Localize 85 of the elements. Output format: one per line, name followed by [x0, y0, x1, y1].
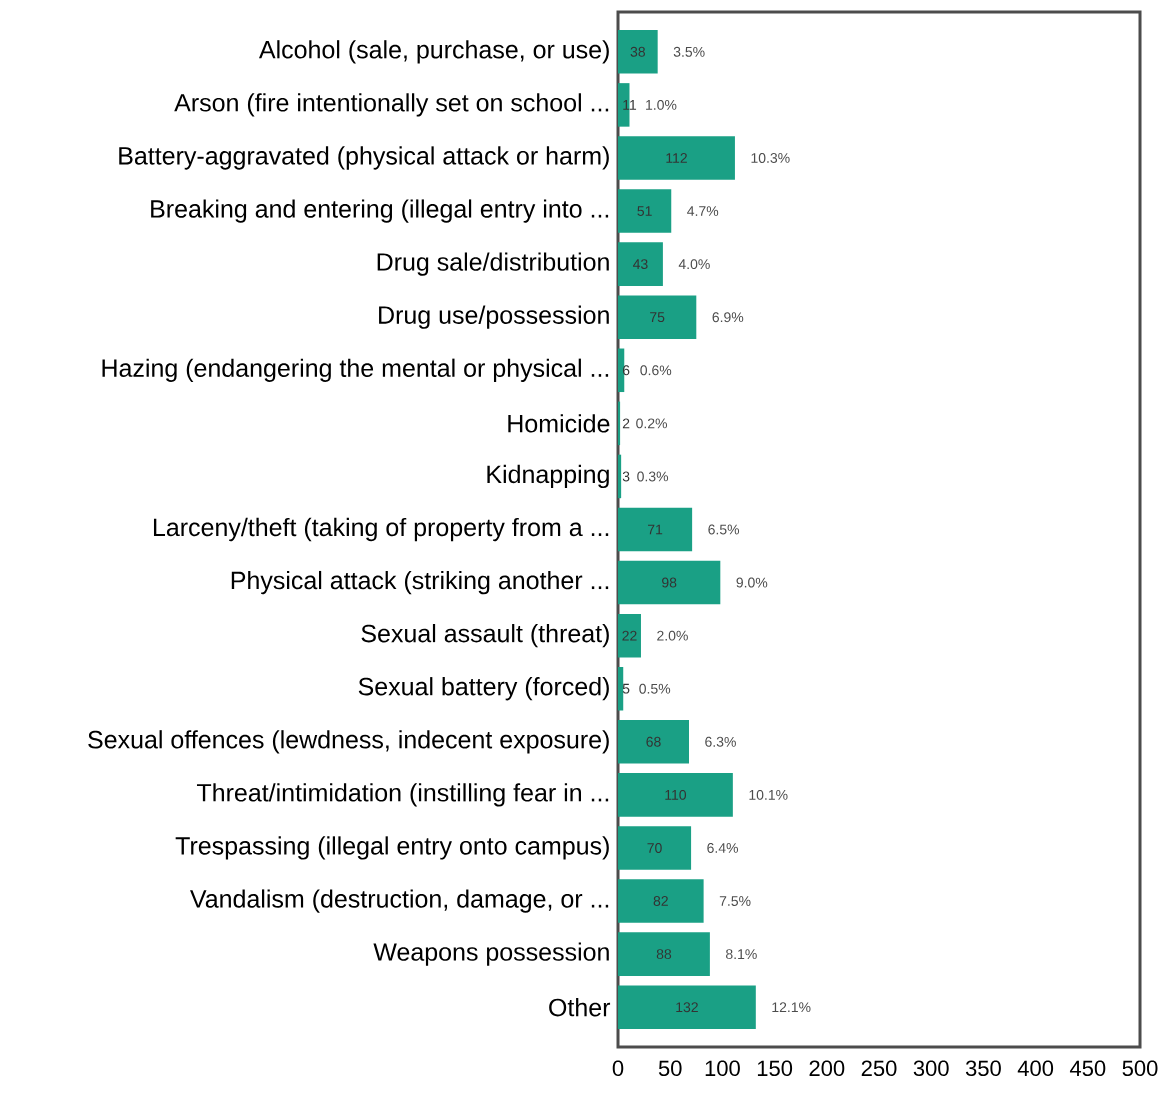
bar: [618, 136, 735, 180]
bar: [618, 932, 710, 976]
data-label: 2: [622, 418, 630, 429]
bar: [618, 720, 689, 764]
y-tick-label: Weapons possession: [373, 942, 609, 966]
data-label: 22: [622, 630, 637, 641]
annotation: 4.0%: [678, 259, 710, 270]
x-tick-label: 350: [965, 1060, 1001, 1077]
bar: [618, 985, 756, 1029]
y-tick-label: Homicide: [508, 414, 610, 433]
y-tick-label: Alcohol (sale, purchase, or use): [258, 40, 609, 64]
annotation: 7.5%: [719, 896, 751, 906]
data-label: 11: [623, 100, 637, 110]
x-tick-label: 50: [658, 1060, 682, 1077]
data-label: 75: [650, 312, 665, 323]
y-tick-label: Battery-aggravated (physical attack or harm): [119, 146, 609, 170]
y-tick-label: Arson (fire intentionally set on school ...: [174, 93, 609, 117]
bar: [618, 348, 625, 393]
y-tick-label: Drug use/possession: [379, 305, 609, 329]
y-tick-label: Sexual offences (lewdness, indecent exposure): [88, 730, 609, 754]
data-label: 38: [630, 46, 646, 57]
x-tick-label: 250: [861, 1060, 897, 1077]
data-label: 71: [648, 524, 663, 535]
annotation: 0.3%: [637, 471, 669, 482]
data-label: 70: [647, 843, 662, 853]
y-tick-label: Hazing (endangering the mental or physical ...: [102, 358, 609, 382]
bar: [618, 826, 692, 870]
y-tick-label: Threat/intimidation (instilling fear in ...: [196, 783, 609, 807]
x-tick-label: 450: [1069, 1060, 1106, 1077]
annotation: 6.4%: [707, 843, 739, 853]
bar: [618, 560, 721, 605]
data-label: 110: [665, 789, 687, 800]
bar: [618, 507, 693, 552]
x-tick-label: 500: [1122, 1060, 1158, 1077]
annotation: 0.5%: [639, 683, 671, 694]
annotation: 6.3%: [705, 736, 736, 747]
bar: [618, 454, 622, 499]
x-tick-label: 200: [809, 1060, 845, 1077]
y-tick-label: Drug sale/distribution: [377, 252, 609, 276]
annotation: 9.0%: [736, 577, 768, 588]
y-tick-label: Larceny/theft (taking of property from a ...: [153, 517, 609, 542]
y-tick-label: Breaking and entering (illegal entry into ...: [151, 199, 609, 223]
data-label: 68: [646, 736, 661, 747]
annotation: 1.0%: [646, 99, 677, 110]
bar: [618, 295, 697, 339]
annotation: 10.1%: [749, 789, 788, 800]
y-tick-label: Kidnapping: [487, 464, 609, 489]
annotation: 2.0%: [657, 630, 688, 641]
bar: [618, 189, 672, 233]
x-tick-label: 300: [913, 1060, 949, 1077]
bar: [618, 401, 621, 446]
x-tick-label: 100: [705, 1060, 740, 1077]
data-label: 82: [653, 896, 668, 906]
x-tick-label: 0: [612, 1060, 624, 1077]
y-tick-label: Sexual battery (forced): [358, 677, 609, 701]
bar: [618, 666, 624, 711]
data-label: 88: [656, 949, 672, 960]
y-tick-label: Sexual assault (threat): [361, 624, 609, 648]
annotation: 12.1%: [772, 1002, 811, 1013]
annotation: 10.3%: [751, 153, 790, 163]
data-label: 98: [662, 577, 677, 588]
x-tick-label: 150: [757, 1060, 793, 1077]
data-label: 43: [632, 259, 648, 270]
x-tick-label: 400: [1017, 1060, 1054, 1077]
data-label: 51: [637, 206, 652, 216]
y-tick-label: Physical attack (striking another ...: [231, 570, 609, 595]
bar: [618, 879, 704, 923]
data-label: 3: [622, 471, 630, 482]
data-label: 5: [622, 683, 630, 694]
bar: [618, 773, 733, 817]
y-tick-label: Other: [549, 998, 611, 1017]
annotation: 3.5%: [673, 46, 705, 57]
y-tick-label: Trespassing (illegal entry onto campus): [175, 836, 609, 860]
annotation: 8.1%: [726, 949, 757, 960]
data-label: 132: [676, 1002, 698, 1013]
annotation: 0.2%: [636, 418, 668, 429]
y-tick-label: Vandalism (destruction, damage, or ...: [190, 889, 609, 913]
bar: [618, 242, 663, 286]
bar: [618, 613, 641, 658]
annotation: 4.7%: [687, 206, 719, 216]
annotation: 0.6%: [640, 365, 672, 376]
annotation: 6.9%: [712, 312, 744, 323]
bar: [618, 30, 658, 74]
annotation: 6.5%: [708, 524, 740, 535]
data-label: 112: [666, 153, 687, 163]
